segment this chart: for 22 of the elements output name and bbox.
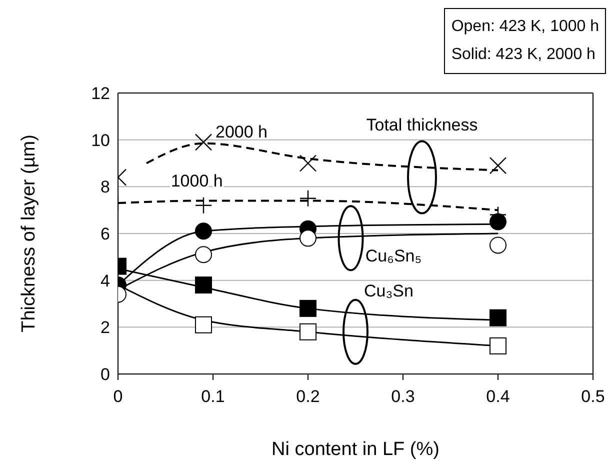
y-tick-label: 6 xyxy=(100,224,110,244)
annotation: Cu₆Sn₅ xyxy=(365,246,422,266)
annotation: 1000 h xyxy=(170,171,223,190)
annotation: Total thickness xyxy=(366,115,478,134)
y-tick-label: 10 xyxy=(91,130,110,150)
text: Solid: 423 K, 2000 h xyxy=(451,45,596,65)
x-tick-label: 0.1 xyxy=(201,387,225,406)
annotation: 2000 h xyxy=(216,122,268,142)
y-tick-label: 8 xyxy=(100,178,110,197)
x-tick-label: 0 xyxy=(113,387,123,406)
x-tick-label: 0.2 xyxy=(296,387,320,406)
text: Open: 423 K, 1000 h xyxy=(451,17,599,37)
y-tick-label: 0 xyxy=(100,365,110,384)
x-tick-label: 0.3 xyxy=(391,387,415,406)
x-axis-title: Ni content in LF (%) xyxy=(272,439,440,460)
y-tick-label: 4 xyxy=(100,271,110,290)
y-tick-label: 12 xyxy=(91,84,110,104)
x-tick-label: 0.4 xyxy=(486,387,510,406)
x-tick-label: 0.5 xyxy=(581,387,605,406)
y-tick-label: 2 xyxy=(100,318,110,338)
y-axis-title: Thickness of layer (µm) xyxy=(18,134,40,332)
annotation: Cu₃Sn xyxy=(364,282,414,301)
